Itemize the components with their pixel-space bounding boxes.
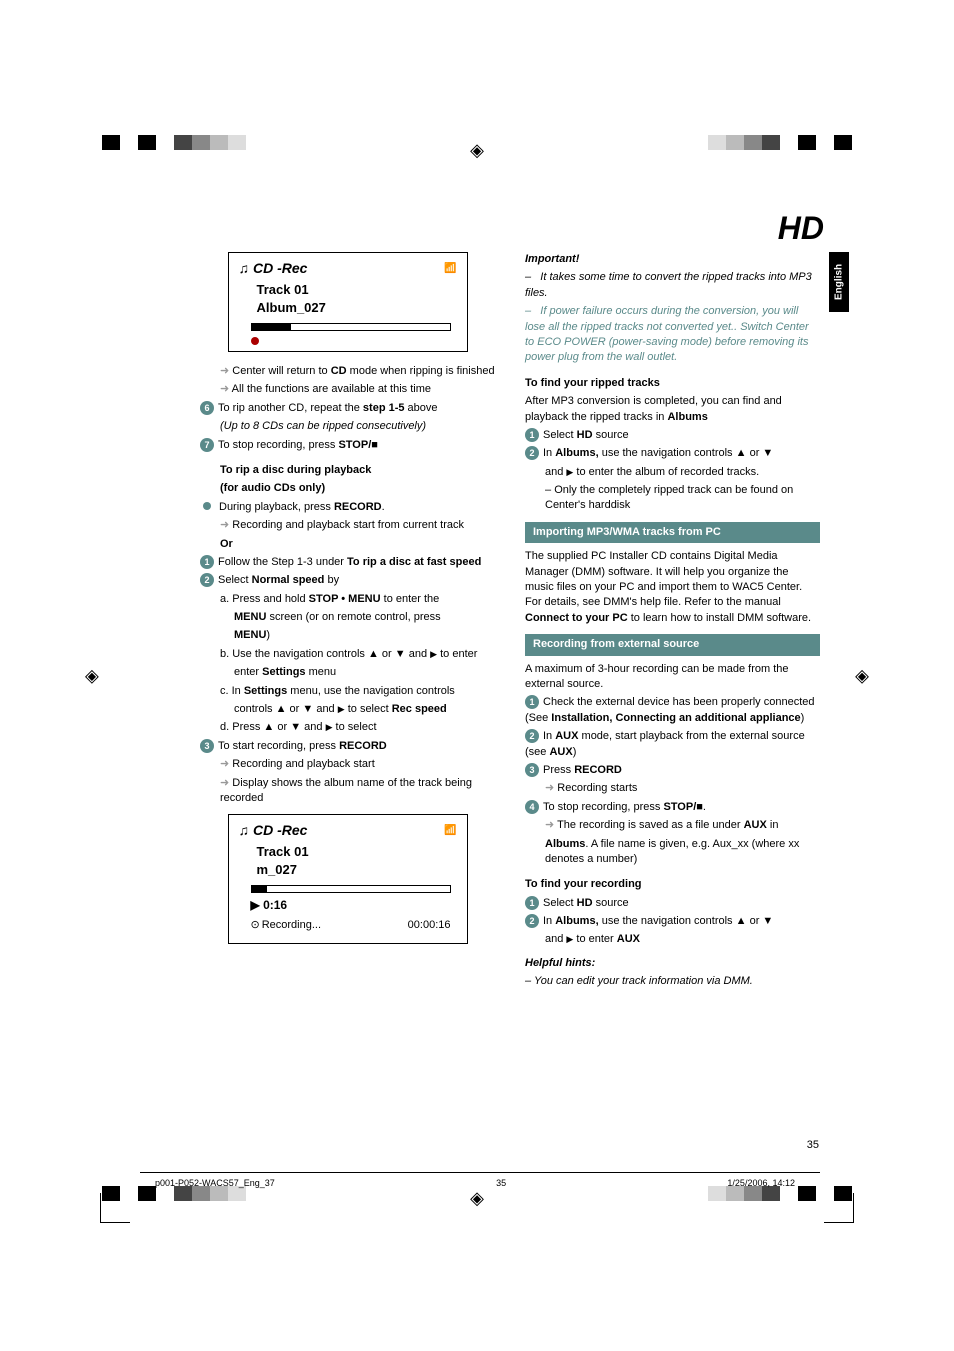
registration-left (85, 665, 99, 686)
corner-bl (100, 1193, 130, 1223)
record-dot-icon (251, 337, 259, 345)
footer-date: 1/25/2006, 14:12 (727, 1178, 795, 1188)
step-3c: 3 (525, 763, 539, 777)
step-2d: 2 (525, 914, 539, 928)
step-2: 2 (200, 573, 214, 587)
step-2b: 2 (525, 446, 539, 460)
step-1: 1 (200, 555, 214, 569)
signal-icon (444, 259, 456, 276)
page-number: 35 (807, 1139, 819, 1151)
step-4c: 4 (525, 800, 539, 814)
step-3: 3 (200, 739, 214, 753)
signal-icon (444, 821, 456, 838)
lcd2-playtime: 0:16 (251, 897, 457, 914)
lcd-display-2: CD -Rec Track 01 m_027 0:16 Recording...… (228, 814, 468, 944)
lcd-display-1: CD -Rec Track 01 Album_027 (228, 252, 468, 352)
section-importing: Importing MP3/WMA tracks from PC (525, 522, 820, 543)
step-6: 6 (200, 401, 214, 415)
footer-line (140, 1172, 820, 1173)
registration-right (855, 665, 869, 686)
bullet-icon (203, 502, 211, 510)
footer-file: p001-P052-WACS57_Eng_37 (155, 1178, 275, 1188)
corner-br (824, 1193, 854, 1223)
column-left: CD -Rec Track 01 Album_027 Center will r… (200, 252, 495, 993)
registration-bottom (470, 1188, 484, 1209)
lcd1-track: Track 01 (257, 281, 457, 299)
section-recording: Recording from external source (525, 634, 820, 655)
step-2c: 2 (525, 729, 539, 743)
registration-top (470, 140, 484, 161)
lcd2-album: m_027 (257, 861, 457, 879)
hd-header: HD (778, 210, 824, 247)
language-tab: English (829, 252, 849, 312)
footer-page: 35 (496, 1178, 506, 1188)
footer: p001-P052-WACS57_Eng_37 35 1/25/2006, 14… (155, 1178, 795, 1188)
step-7: 7 (200, 438, 214, 452)
main-content: CD -Rec Track 01 Album_027 Center will r… (200, 252, 820, 993)
step-1d: 1 (525, 896, 539, 910)
column-right: Important! – It takes some time to conve… (525, 252, 820, 993)
step-1b: 1 (525, 428, 539, 442)
step-1c: 1 (525, 695, 539, 709)
lcd1-album: Album_027 (257, 299, 457, 317)
lcd2-track: Track 01 (257, 843, 457, 861)
